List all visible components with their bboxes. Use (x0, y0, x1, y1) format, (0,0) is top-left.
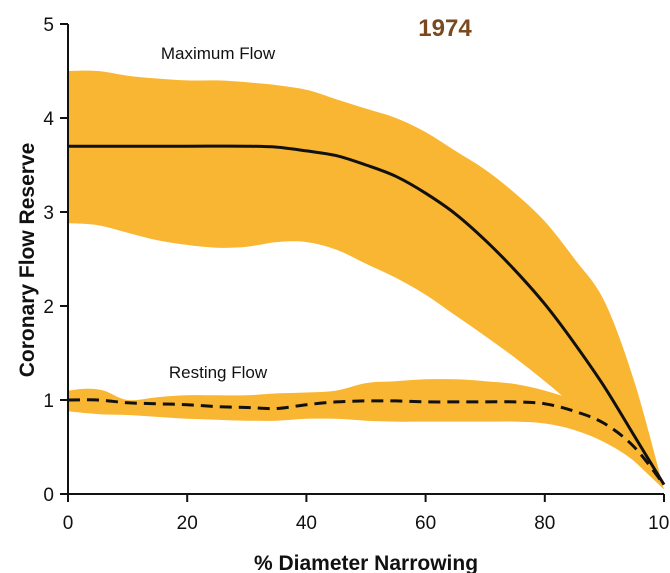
x-tick-label: 40 (296, 513, 317, 534)
y-tick-label: 1 (43, 391, 54, 412)
x-tick-label: 100 (648, 513, 670, 534)
y-tick-label: 3 (43, 203, 54, 224)
y-tick-label: 0 (43, 485, 54, 506)
maximum-flow-line (68, 144, 666, 486)
x-tick-label: 0 (63, 513, 74, 534)
y-tick-label: 2 (43, 297, 54, 318)
maximum-flow-band (68, 70, 664, 490)
x-ticks: 0 20 40 60 80 100 (63, 494, 670, 534)
axes (67, 24, 664, 495)
y-tick-label: 5 (43, 15, 54, 36)
resting-flow-band (68, 379, 664, 490)
x-tick-label: 20 (177, 513, 198, 534)
y-axis-title: Coronary Flow Reserve (16, 143, 39, 378)
chart-title: 1974 (418, 15, 472, 42)
confidence-bands (68, 70, 664, 490)
x-tick-label: 80 (534, 513, 555, 534)
x-tick-label: 60 (415, 513, 436, 534)
y-ticks: 0 1 2 3 4 5 (43, 15, 68, 506)
y-tick-label: 4 (43, 109, 54, 130)
mean-lines (67, 144, 666, 486)
series-labels: Maximum Flow Resting Flow (161, 44, 276, 382)
resting-flow-line (67, 398, 666, 486)
series-label-resting-flow: Resting Flow (169, 363, 268, 382)
x-axis-title: % Diameter Narrowing (254, 552, 478, 573)
series-label-maximum-flow: Maximum Flow (161, 44, 276, 63)
